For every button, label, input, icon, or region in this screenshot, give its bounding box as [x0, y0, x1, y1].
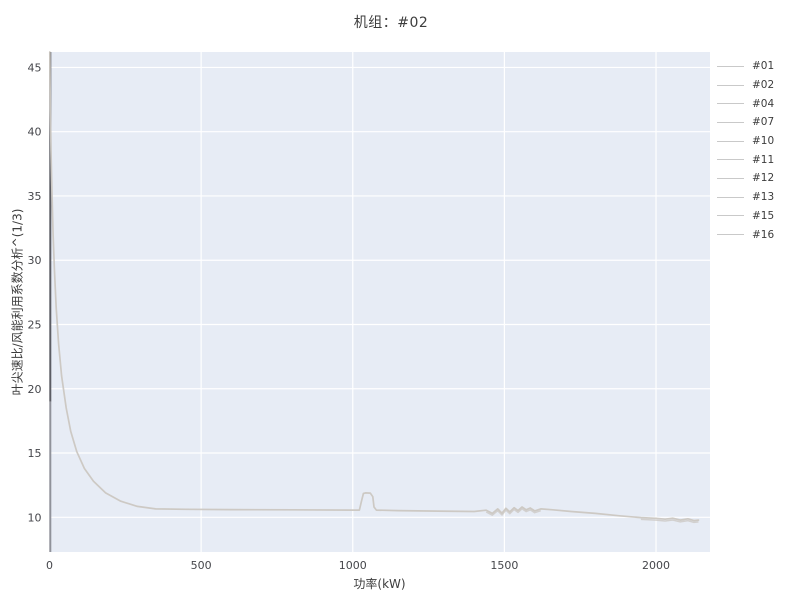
legend-line-swatch — [717, 140, 744, 142]
y-axis-label: 叶尖速比/风能利用系数分析^(1/3) — [10, 208, 25, 396]
x-tick-label: 1000 — [339, 559, 367, 572]
legend-line-swatch — [717, 65, 744, 67]
legend-line-swatch — [717, 215, 744, 217]
legend-item-label: #11 — [752, 153, 775, 166]
legend-item: #11 — [717, 150, 774, 169]
y-tick-label: 35 — [28, 190, 42, 203]
y-tick-label: 25 — [28, 318, 42, 331]
legend-item-label: #12 — [752, 172, 775, 185]
y-tick-label: 15 — [28, 447, 42, 460]
x-tick-label: 0 — [46, 559, 53, 572]
legend-line-swatch — [717, 159, 744, 161]
legend-item-label: #01 — [752, 60, 775, 73]
legend-item: #13 — [717, 188, 774, 207]
legend-line-swatch — [717, 84, 744, 86]
y-tick-label: 40 — [28, 126, 42, 139]
legend-item-label: #07 — [752, 116, 775, 129]
legend-item-label: #04 — [752, 97, 775, 110]
legend-item-label: #15 — [752, 209, 775, 222]
legend-item: #12 — [717, 169, 774, 188]
x-tick-label: 500 — [191, 559, 212, 572]
legend-line-swatch — [717, 234, 744, 236]
legend-item: #02 — [717, 76, 774, 95]
y-tick-label: 30 — [28, 254, 42, 267]
y-tick-label: 10 — [28, 511, 42, 524]
legend-line-swatch — [717, 177, 744, 179]
x-axis-label: 功率(kW) — [353, 577, 406, 591]
series-curve-overlap — [485, 508, 542, 516]
x-tick-label: 1500 — [490, 559, 518, 572]
legend-item: #04 — [717, 94, 774, 113]
legend-item: #10 — [717, 132, 774, 151]
series-curve-overlap — [640, 518, 699, 524]
legend-item-label: #16 — [752, 228, 775, 241]
legend-item: #16 — [717, 225, 774, 244]
y-tick-label: 45 — [28, 61, 42, 74]
legend-item: #07 — [717, 113, 774, 132]
legend-line-swatch — [717, 196, 744, 198]
legend-line-swatch — [717, 103, 744, 105]
legend-item-label: #02 — [752, 79, 775, 92]
legend-item-label: #10 — [752, 135, 775, 148]
chart-title: 机组：#02 — [353, 15, 429, 31]
legend: #01 #02 #04 #07 #10 #11 #12 #13 #15 #16 — [717, 57, 774, 244]
x-tick-label: 2000 — [642, 559, 670, 572]
y-tick-label: 20 — [28, 383, 42, 396]
legend-item-label: #13 — [752, 191, 775, 204]
legend-item: #01 — [717, 57, 774, 76]
plot-background — [49, 52, 710, 552]
legend-line-swatch — [717, 121, 744, 123]
series-curve — [48, 51, 700, 522]
legend-item: #15 — [717, 207, 774, 226]
